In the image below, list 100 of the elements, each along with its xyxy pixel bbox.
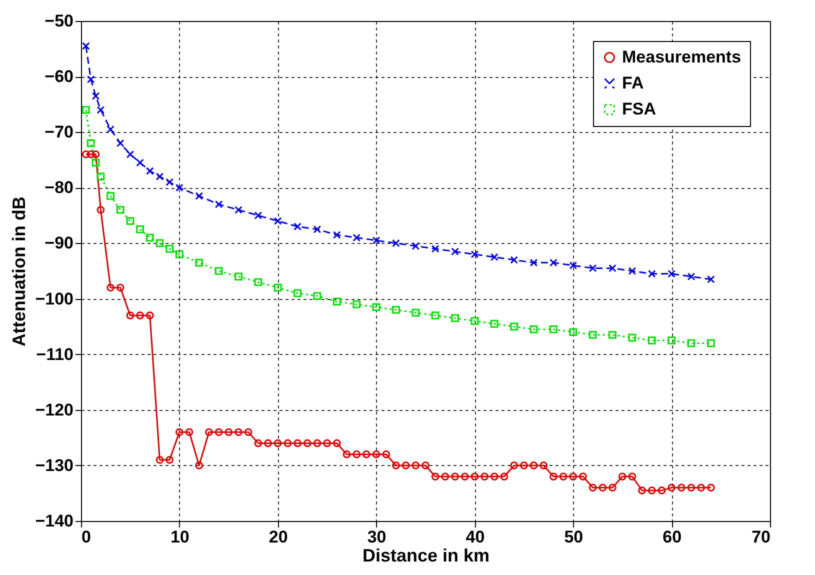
legend-label: Measurements bbox=[622, 48, 742, 66]
point bbox=[106, 192, 114, 200]
point bbox=[628, 267, 636, 275]
point bbox=[274, 217, 282, 225]
x-tick-label: 50 bbox=[564, 528, 584, 546]
x-tick-label: 0 bbox=[82, 528, 91, 546]
point bbox=[588, 330, 597, 339]
point bbox=[96, 172, 105, 180]
point bbox=[333, 298, 341, 306]
point bbox=[490, 320, 498, 328]
point bbox=[254, 212, 262, 220]
point bbox=[352, 234, 361, 242]
point bbox=[431, 312, 440, 320]
point bbox=[313, 292, 322, 300]
point bbox=[333, 230, 341, 239]
point bbox=[510, 322, 518, 330]
point bbox=[608, 330, 616, 339]
legend-label: FA bbox=[622, 74, 644, 92]
point bbox=[116, 139, 124, 148]
point bbox=[530, 258, 538, 267]
point bbox=[234, 272, 242, 280]
x-tick-label: 60 bbox=[662, 528, 682, 546]
point bbox=[687, 339, 696, 348]
point bbox=[668, 270, 676, 278]
point bbox=[412, 242, 420, 250]
point bbox=[156, 239, 164, 248]
point bbox=[146, 234, 154, 242]
x-axis-title: Distance in km bbox=[362, 546, 490, 566]
point bbox=[106, 125, 114, 134]
point bbox=[176, 184, 184, 192]
point bbox=[648, 270, 656, 278]
point bbox=[569, 262, 578, 270]
point bbox=[352, 300, 361, 308]
point bbox=[707, 275, 715, 284]
point bbox=[92, 158, 100, 167]
point bbox=[294, 222, 302, 230]
point bbox=[628, 334, 636, 342]
point bbox=[195, 192, 204, 200]
point bbox=[156, 172, 164, 180]
point bbox=[392, 239, 400, 248]
point bbox=[166, 178, 174, 186]
point bbox=[372, 236, 380, 244]
x-tick-label: 40 bbox=[466, 528, 485, 546]
point bbox=[126, 217, 134, 225]
point bbox=[176, 250, 184, 258]
y-tick-label: −90 bbox=[44, 234, 74, 253]
point bbox=[510, 256, 518, 264]
point bbox=[274, 284, 282, 292]
point bbox=[569, 328, 578, 336]
point bbox=[82, 42, 90, 50]
point bbox=[431, 244, 440, 253]
x-tick-label: 70 bbox=[752, 528, 770, 546]
point bbox=[490, 253, 498, 262]
point bbox=[136, 225, 144, 234]
y-tick-label: −60 bbox=[44, 67, 74, 86]
point bbox=[588, 264, 597, 272]
point bbox=[470, 250, 479, 258]
point bbox=[470, 317, 479, 325]
x-tick-label: 20 bbox=[268, 528, 288, 546]
x-tick-label: 10 bbox=[170, 528, 190, 546]
point bbox=[313, 225, 322, 234]
point bbox=[372, 303, 380, 312]
y-axis-title: Attenuation in dB bbox=[9, 196, 30, 346]
point bbox=[294, 289, 302, 298]
point bbox=[687, 272, 696, 280]
point bbox=[392, 306, 400, 314]
point bbox=[668, 336, 676, 344]
y-tick-label: −80 bbox=[44, 178, 74, 198]
point bbox=[82, 106, 90, 114]
y-tick-label: −120 bbox=[35, 400, 74, 420]
point bbox=[254, 278, 262, 286]
x-tick-label: 30 bbox=[367, 528, 386, 546]
point bbox=[136, 158, 144, 167]
point bbox=[92, 92, 100, 100]
y-tick-label: −50 bbox=[44, 12, 74, 30]
point bbox=[530, 325, 538, 334]
point bbox=[166, 244, 174, 253]
point bbox=[86, 75, 95, 84]
point bbox=[96, 106, 105, 114]
point bbox=[195, 258, 204, 267]
y-tick-label: −130 bbox=[35, 456, 74, 475]
y-tick-label: −100 bbox=[35, 289, 74, 308]
point bbox=[648, 336, 656, 344]
point bbox=[214, 267, 223, 275]
point bbox=[126, 150, 134, 158]
y-tick-label: −70 bbox=[44, 122, 74, 142]
y-tick-label: −140 bbox=[35, 512, 74, 530]
point bbox=[550, 258, 558, 267]
point bbox=[86, 139, 95, 148]
point bbox=[451, 314, 459, 322]
point bbox=[550, 325, 558, 334]
point bbox=[234, 206, 242, 214]
point bbox=[451, 248, 459, 256]
point bbox=[707, 339, 715, 348]
point bbox=[214, 200, 223, 208]
point bbox=[608, 264, 616, 272]
y-tick-label: −110 bbox=[36, 344, 74, 364]
point bbox=[146, 167, 154, 175]
point bbox=[116, 206, 124, 214]
legend-label: FSA bbox=[622, 100, 656, 118]
